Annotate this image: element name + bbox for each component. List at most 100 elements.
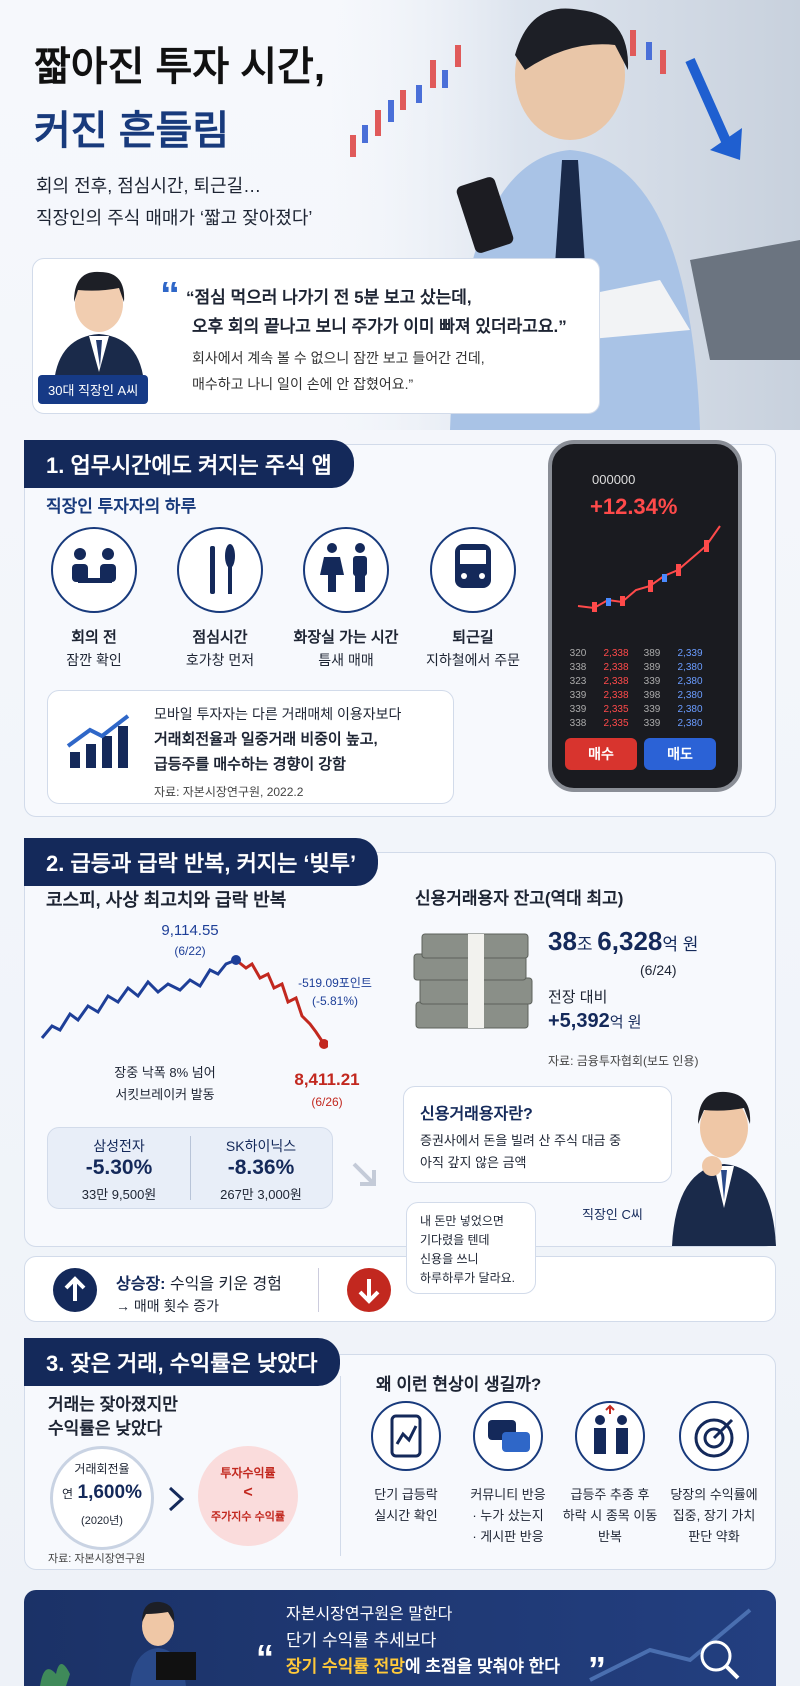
bottom-bar <box>24 1256 776 1322</box>
growth-icon <box>66 714 130 768</box>
definition-text: 아직 갚지 않은 금액 <box>420 1155 527 1170</box>
amount-part: 6,328 <box>597 926 663 956</box>
stock-code: 000000 <box>592 472 636 487</box>
avatar <box>54 271 144 382</box>
source: 자료: 자본시장연구원, 2022.2 <box>154 785 304 799</box>
order-book-cell: 2,380 <box>677 676 703 687</box>
bar-text: 상승장: 수익을 키운 경험 <box>116 1270 282 1294</box>
subtitle: 직장인의 주식 매매가 ‘짧고 잦아졌다’ <box>36 208 313 228</box>
order-book-cell: 339 <box>569 704 587 715</box>
order-book-cell: 320 <box>569 648 587 659</box>
note-text: 모바일 투자자는 다른 거래매체 이용자보다 <box>154 706 402 722</box>
kospi-line <box>40 955 328 1049</box>
subheading: 직장인 투자자의 하루 <box>46 497 197 516</box>
definition-title: 신용거래용자란? <box>420 1106 533 1123</box>
reason-text: · 게시판 반응 <box>472 1529 544 1544</box>
quote-icon: “ <box>160 282 180 304</box>
amount-part: 억 원 <box>662 935 699 954</box>
reason-text: 당장의 수익률에 <box>670 1487 758 1502</box>
quote-sub: 매수하고 나니 일이 손에 안 잡혔어요.” <box>192 376 414 392</box>
divider <box>340 1376 341 1556</box>
compare-sign: < <box>243 1484 253 1501</box>
order-book-cell: 2,380 <box>677 718 703 729</box>
order-book-cell: 2,380 <box>677 690 703 701</box>
turnover-prefix: 연 <box>62 1487 74 1501</box>
reason-icons <box>371 1401 749 1471</box>
stock-change: +12.34% <box>590 494 678 519</box>
turnover-number: 1,600% <box>77 1482 142 1503</box>
phone-chart <box>577 525 721 612</box>
order-book-cell: 2,380 <box>677 662 703 673</box>
reason-text: 단기 급등락 <box>374 1487 438 1502</box>
order-book-cell: 398 <box>643 690 661 701</box>
order-book-cell: 2,338 <box>603 648 629 659</box>
bubble-text: 하루하루가 달라요. <box>420 1271 515 1285</box>
bar-result: → 매매 횟수 증가 <box>116 1298 219 1314</box>
definition-text: 증권사에서 돈을 빌려 산 주식 대금 중 <box>420 1133 622 1148</box>
phone <box>548 440 742 792</box>
title-line: 짧아진 투자 시간, <box>34 45 325 89</box>
buy-button[interactable]: 매수 <box>565 738 637 770</box>
drop-pct: (-5.81%) <box>311 994 359 1008</box>
reason-text: 하락 시 종목 이동 <box>562 1508 658 1523</box>
peak-date: (6/22) <box>174 944 206 958</box>
bubble-text: 신용을 쓰니 <box>420 1252 479 1266</box>
item-desc: 잠깐 확인 <box>66 652 122 668</box>
footer-line: 장기 수익률 전망에 초점을 맞춰야 한다 <box>286 1652 560 1677</box>
item-desc: 호가창 먼저 <box>185 652 255 668</box>
reason-text: 집중, 장기 가치 <box>672 1508 756 1523</box>
reason-text: 실시간 확인 <box>374 1508 438 1523</box>
bubble-text: 기다렸을 텐데 <box>420 1233 490 1247</box>
turnover-value: 연 1,600% <box>62 1482 142 1504</box>
arrow <box>352 1162 376 1186</box>
money-stack <box>413 933 533 1029</box>
order-book-cell: 2,335 <box>603 718 629 729</box>
left-title: 수익률은 낮았다 <box>48 1419 163 1438</box>
day-icons <box>51 527 516 613</box>
credit-amount: 38조 6,328억 원 <box>548 926 698 957</box>
credit-compare: 전장 대비 <box>548 989 608 1006</box>
svg-text:”: ” <box>588 1649 606 1686</box>
divider <box>318 1268 319 1312</box>
footer-illustration: “” <box>40 1601 752 1686</box>
speaker-tag: 30대 직장인 A씨 <box>38 375 149 404</box>
amount-part: 38 <box>548 926 577 956</box>
chart-note: 장중 낙폭 8% 넘어 <box>114 1065 216 1080</box>
section-heading: 1. 업무시간에도 켜지는 주식 앱 <box>24 440 354 488</box>
order-book-cell: 2,335 <box>603 704 629 715</box>
svg-text:“: “ <box>160 282 180 304</box>
credit-date: (6/24) <box>640 962 677 978</box>
credit-increase: +5,392억 원 <box>548 1010 642 1033</box>
order-book-cell: 339 <box>643 718 661 729</box>
low-value: 8,411.21 <box>294 1070 360 1089</box>
order-book-cell: 338 <box>569 718 587 729</box>
stock-name: 삼성전자 <box>93 1138 145 1154</box>
turnover-circle <box>50 1446 154 1550</box>
order-book-cell: 2,380 <box>677 704 703 715</box>
compare-circle <box>198 1446 298 1546</box>
up-icon <box>53 1268 97 1312</box>
why-title: 왜 이런 현상이 생길까? <box>376 1375 542 1394</box>
speaker-name: 직장인 C씨 <box>582 1207 643 1222</box>
order-book-cell: 2,338 <box>603 676 629 687</box>
footer-highlight: 장기 수익률 전망 <box>286 1657 405 1676</box>
compare-bottom: 주가지수 수익률 <box>211 1511 285 1523</box>
amount-part: 조 <box>576 935 598 954</box>
order-book-cell: 2,338 <box>603 690 629 701</box>
drop-points: -519.09포인트 <box>298 976 372 990</box>
reason-text: 판단 약화 <box>688 1529 740 1544</box>
turnover-label: 거래회전율 <box>74 1462 130 1476</box>
stock-price: 267만 3,000원 <box>220 1187 302 1202</box>
divider <box>190 1136 191 1200</box>
chevron <box>168 1486 185 1512</box>
source: 자료: 자본시장연구원 <box>48 1553 146 1565</box>
compare-top: 투자수익률 <box>220 1466 276 1480</box>
item-label: 점심시간 <box>192 629 248 646</box>
order-book-cell: 339 <box>643 704 661 715</box>
footer-rest: 에 초점을 맞춰야 한다 <box>404 1657 560 1676</box>
sell-button[interactable]: 매도 <box>644 738 716 770</box>
order-book-cell: 339 <box>643 676 661 687</box>
order-book-cell: 2,338 <box>603 662 629 673</box>
note-text: 급등주를 매수하는 경향이 강함 <box>154 756 346 773</box>
